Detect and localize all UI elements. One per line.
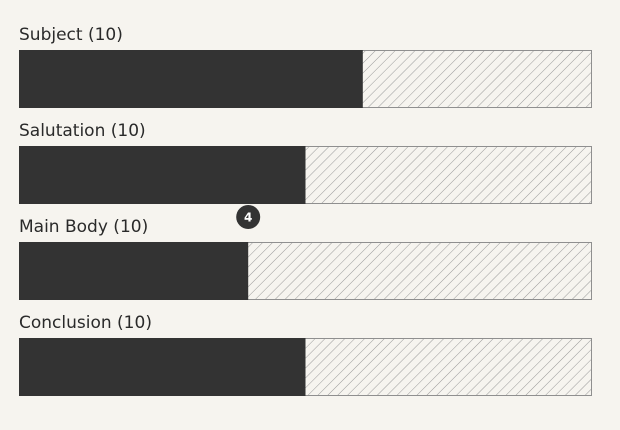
category-label: Salutation (10) — [19, 121, 146, 141]
bar — [19, 242, 249, 300]
bar — [19, 50, 363, 108]
value-badge — [236, 205, 261, 229]
category-label: Main Body (10) — [19, 217, 148, 237]
category-label: Subject (10) — [19, 25, 123, 45]
category-label: Conclusion (10) — [19, 313, 152, 333]
bar — [19, 146, 306, 204]
bar — [19, 338, 306, 396]
value-badge-label: 4 — [244, 211, 252, 225]
